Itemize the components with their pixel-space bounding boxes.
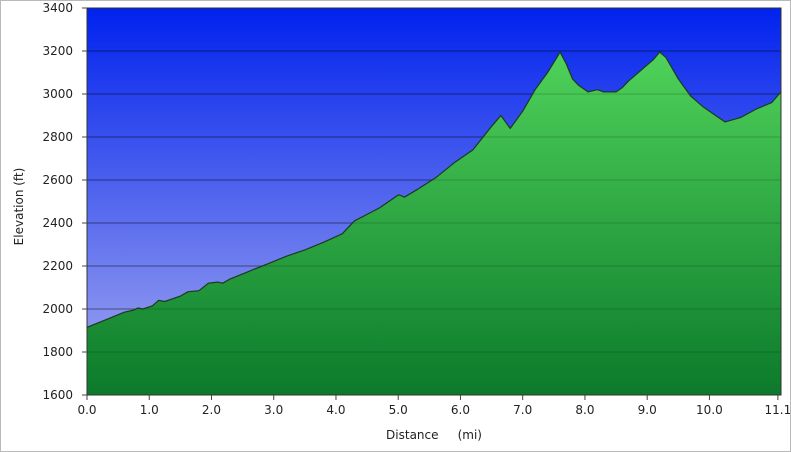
y-tick-label: 1600 [42,388,73,402]
x-tick-label: 6.0 [451,403,470,417]
y-axis-title: Elevation (ft) [12,168,26,246]
x-tick-label: 0.0 [77,403,96,417]
y-tick-label: 2800 [42,130,73,144]
x-tick-label: 10.0 [696,403,723,417]
x-tick-label: 3.0 [264,403,283,417]
x-axis-title: Distance (mi) [386,428,482,442]
y-tick-label: 2400 [42,216,73,230]
y-tick-label: 3200 [42,44,73,58]
y-tick-label: 3000 [42,87,73,101]
y-tick-label: 2000 [42,302,73,316]
x-tick-label: 2.0 [202,403,221,417]
x-tick-label: 7.0 [513,403,532,417]
x-axis-ticks: 0.0 1.0 2.0 3.0 4.0 5.0 6.0 7.0 8.0 9.0 10.0 11.1 [77,395,790,417]
y-tick-label: 2200 [42,259,73,273]
x-tick-label: 5.0 [389,403,408,417]
y-tick-label: 2600 [42,173,73,187]
y-tick-label: 1800 [42,345,73,359]
x-tick-label: 8.0 [575,403,594,417]
x-tick-label: 1.0 [140,403,159,417]
y-axis-ticks: 1600 1800 2000 2200 2400 2600 2800 3000 3200 3400 [42,1,87,402]
x-tick-label: 11.1 [765,403,790,417]
x-tick-label: 4.0 [326,403,345,417]
y-tick-label: 3400 [42,1,73,15]
plot-border [86,7,782,396]
elevation-area [87,52,781,395]
x-tick-label: 9.0 [638,403,657,417]
elevation-line [86,51,782,328]
